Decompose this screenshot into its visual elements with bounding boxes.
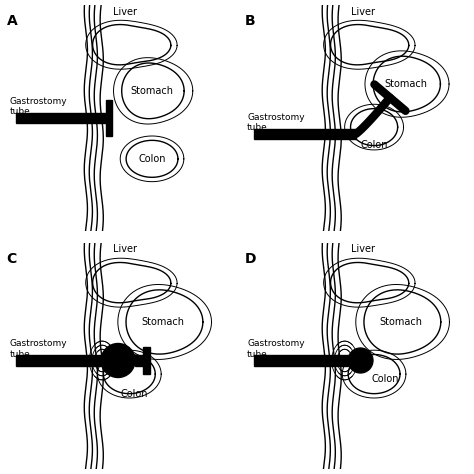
Text: D: D	[245, 252, 256, 266]
Text: Gastrostomy
tube: Gastrostomy tube	[9, 339, 67, 359]
Bar	[16, 113, 109, 123]
Bar	[254, 356, 348, 365]
Text: Stomach: Stomach	[380, 317, 423, 327]
Text: Liver: Liver	[113, 7, 137, 17]
Text: Liver: Liver	[351, 7, 375, 17]
Bar	[254, 129, 356, 139]
Text: B: B	[245, 14, 255, 28]
Text: C: C	[7, 252, 17, 266]
Text: Gastrostomy
tube: Gastrostomy tube	[247, 113, 305, 132]
Text: Stomach: Stomach	[130, 86, 173, 96]
Text: Liver: Liver	[351, 245, 375, 255]
Text: Gastrostomy
tube: Gastrostomy tube	[247, 339, 305, 359]
Text: Liver: Liver	[113, 245, 137, 255]
Text: Stomach: Stomach	[384, 79, 428, 89]
Text: A: A	[7, 14, 18, 28]
Text: Colon: Colon	[138, 154, 166, 164]
Text: Colon: Colon	[360, 140, 388, 150]
Circle shape	[348, 348, 373, 373]
Bar	[106, 100, 112, 136]
Text: Colon: Colon	[120, 390, 147, 400]
Text: Colon: Colon	[372, 374, 399, 383]
Bar	[143, 347, 150, 374]
Bar	[16, 356, 102, 365]
Text: Stomach: Stomach	[142, 317, 185, 327]
Bar	[135, 356, 146, 365]
Text: Gastrostomy
tube: Gastrostomy tube	[9, 97, 67, 117]
Circle shape	[101, 344, 135, 377]
